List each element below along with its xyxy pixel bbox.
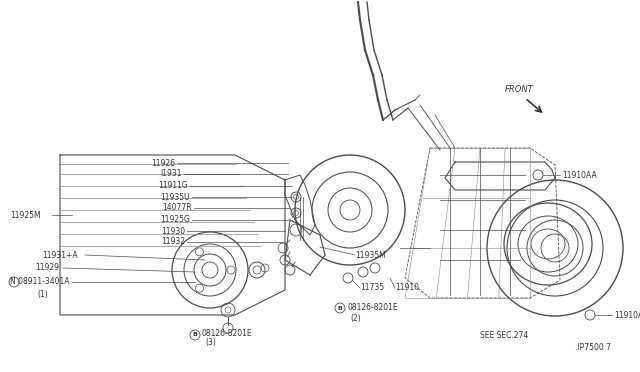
Text: 11930: 11930 — [161, 227, 185, 235]
Text: (2): (2) — [350, 314, 361, 323]
Text: I1931: I1931 — [161, 170, 182, 179]
Text: 11925G: 11925G — [160, 215, 190, 224]
Text: 08126-8201E: 08126-8201E — [202, 328, 253, 337]
Text: 11935M: 11935M — [355, 250, 386, 260]
Text: 11929: 11929 — [35, 263, 59, 273]
Text: FRONT: FRONT — [505, 86, 534, 94]
Text: 11910AA: 11910AA — [562, 170, 596, 180]
Text: 11735: 11735 — [360, 283, 384, 292]
Text: 08126-8201E: 08126-8201E — [347, 304, 397, 312]
Text: 11931+A: 11931+A — [42, 250, 77, 260]
Text: N 08911-3401A: N 08911-3401A — [10, 278, 70, 286]
Text: SEE SEC.274: SEE SEC.274 — [480, 331, 528, 340]
Text: .IP7500 7: .IP7500 7 — [575, 343, 611, 353]
Text: 11926: 11926 — [151, 158, 175, 167]
Text: 11925M: 11925M — [10, 211, 40, 219]
Text: 11911G: 11911G — [158, 182, 188, 190]
Text: (1): (1) — [37, 291, 48, 299]
Text: B: B — [337, 305, 342, 311]
Text: 14077R: 14077R — [163, 203, 192, 212]
Text: (3): (3) — [205, 339, 216, 347]
Text: 11910A: 11910A — [614, 311, 640, 320]
Text: 11935U: 11935U — [161, 192, 190, 202]
Text: 11932: 11932 — [161, 237, 185, 247]
Text: B: B — [193, 333, 197, 337]
Text: 11910: 11910 — [395, 283, 419, 292]
